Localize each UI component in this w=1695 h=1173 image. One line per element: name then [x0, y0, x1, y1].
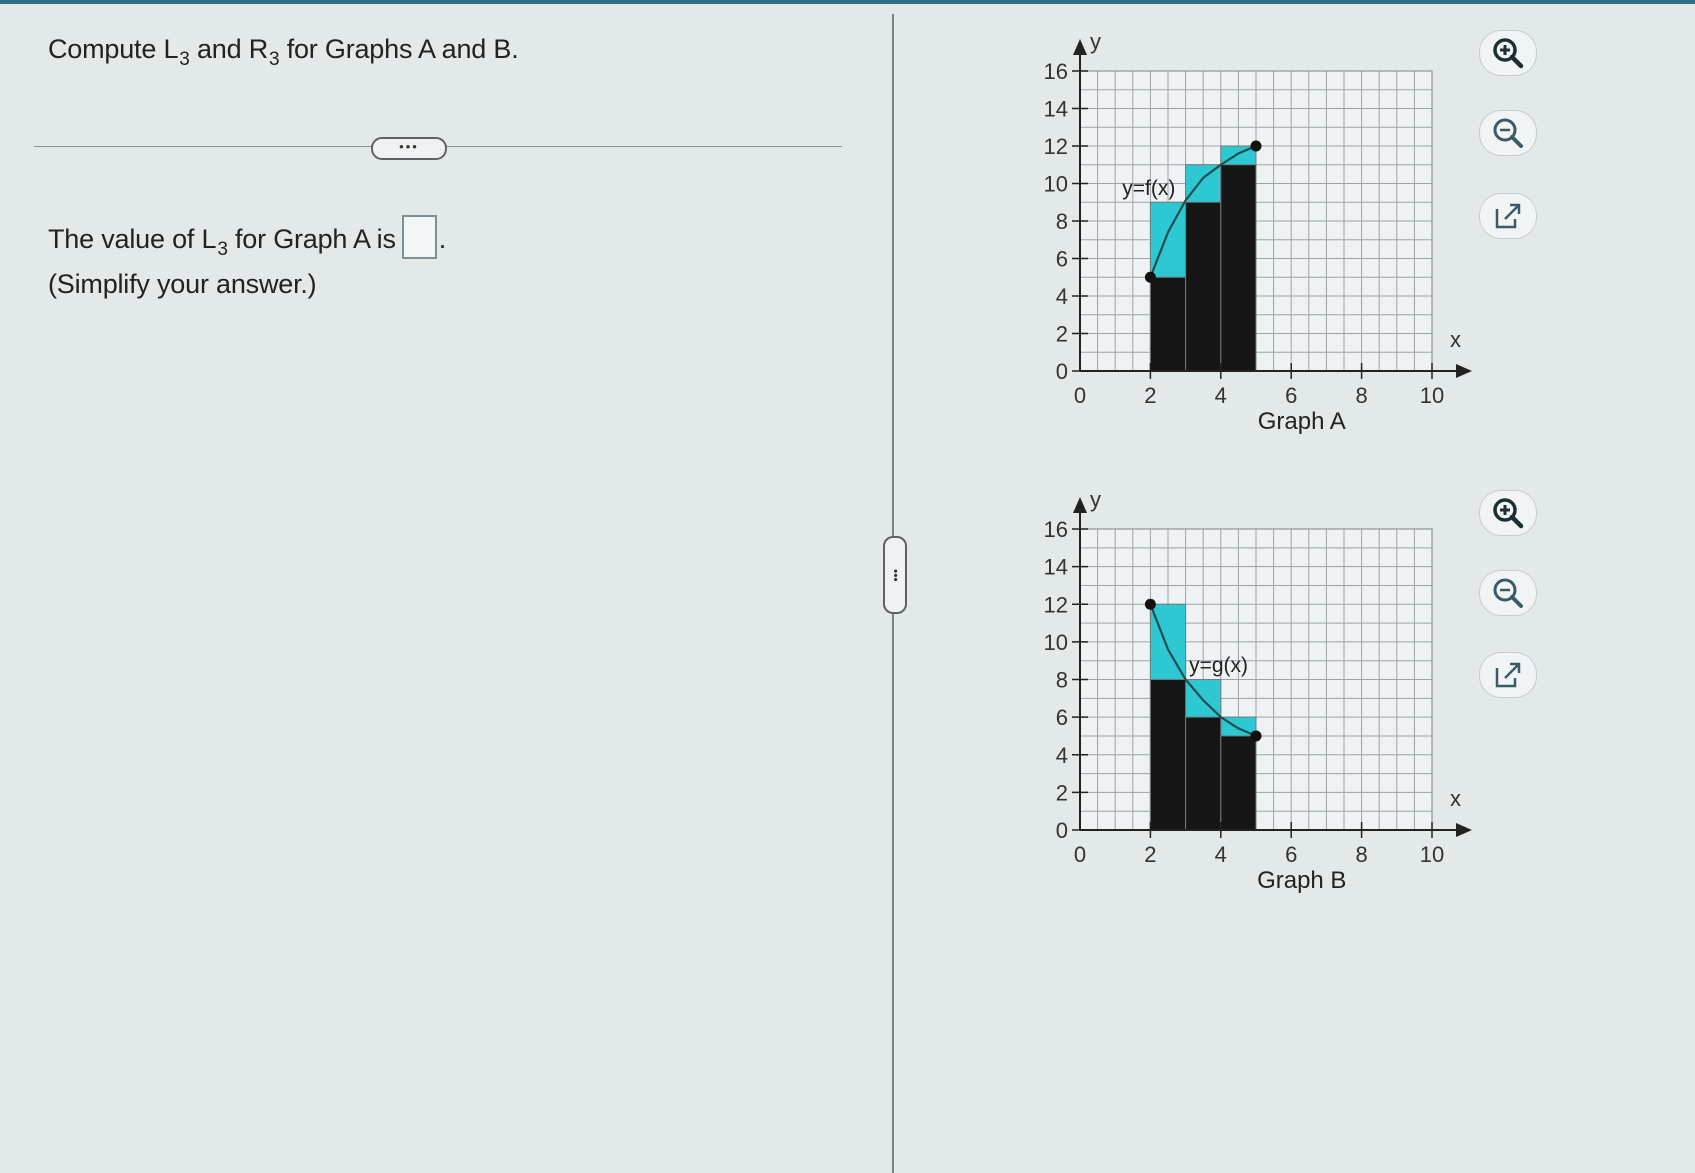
y-tick-label: 14: [1044, 555, 1068, 580]
right-sum-rect: [1220, 735, 1257, 831]
prompt-suffix: for Graph A is: [227, 224, 396, 255]
question-pane: Compute L3 and R3 for Graphs A and B. ••…: [0, 4, 893, 1173]
pane-resize-handle[interactable]: •••: [883, 536, 907, 614]
graph-title: Graph A: [1258, 408, 1346, 435]
question-middle: and R: [189, 34, 269, 64]
y-tick-label: 2: [1056, 322, 1068, 347]
show-more-button[interactable]: •••: [371, 137, 447, 160]
question-prefix: Compute L: [48, 34, 179, 64]
y-tick-label: 0: [1056, 359, 1068, 384]
y-axis-label: y: [1090, 29, 1101, 54]
x-axis-label: x: [1450, 786, 1461, 811]
x-tick-label: 10: [1420, 383, 1444, 408]
x-tick-label: 4: [1215, 842, 1227, 867]
right-sum-rect: [1185, 716, 1222, 831]
simplify-hint: (Simplify your answer.): [48, 269, 317, 299]
x-tick-label: 0: [1074, 842, 1086, 867]
x-tick-label: 10: [1420, 842, 1444, 867]
y-tick-label: 10: [1044, 630, 1068, 655]
endpoint-dot: [1250, 140, 1262, 152]
y-axis-arrow: [1073, 497, 1087, 513]
x-tick-label: 2: [1144, 383, 1156, 408]
curve-line: [1149, 144, 1257, 278]
x-tick-label: 6: [1285, 383, 1297, 408]
x-axis-arrow: [1456, 364, 1472, 378]
popout-icon: [1495, 662, 1521, 688]
zoom-in-icon: [1493, 498, 1524, 529]
question-l-subscript: 3: [179, 49, 190, 70]
question-r-subscript: 3: [269, 49, 280, 70]
left-sum-rect: [1149, 276, 1187, 372]
x-tick-label: 2: [1144, 842, 1156, 867]
y-tick-label: 14: [1044, 97, 1068, 122]
graph-a: x y 0 2 4 6 8 10 12 14 16 0 2 4 6 8 10 y=f(x) Graph A: [1044, 29, 1472, 435]
zoom-in-button-b[interactable]: [1479, 490, 1537, 536]
x-tick-label: 0: [1074, 383, 1086, 408]
right-sum-rect: [1149, 679, 1187, 831]
y-tick-label: 6: [1056, 705, 1068, 730]
y-tick-label: 6: [1056, 247, 1068, 272]
curve-label: y=g(x): [1189, 654, 1248, 677]
zoom-out-button-a[interactable]: [1479, 110, 1537, 156]
y-tick-label: 12: [1044, 592, 1068, 617]
y-tick-label: 10: [1044, 172, 1068, 197]
x-axis-label: x: [1450, 327, 1461, 352]
y-axis-arrow: [1073, 39, 1087, 55]
popout-icon: [1495, 203, 1521, 229]
question-suffix: for Graphs A and B.: [279, 34, 519, 64]
y-tick-label: 16: [1044, 59, 1068, 84]
y-tick-label: 12: [1044, 134, 1068, 159]
y-axis-label: y: [1090, 487, 1101, 512]
popout-button-b[interactable]: [1479, 652, 1537, 698]
y-tick-label: 0: [1056, 818, 1068, 843]
zoom-out-button-b[interactable]: [1479, 570, 1537, 616]
y-tick-label: 4: [1056, 743, 1068, 768]
popout-button-a[interactable]: [1479, 193, 1537, 239]
answer-prompt: The value of L3 for Graph A is.: [48, 215, 447, 263]
zoom-in-icon: [1493, 38, 1524, 69]
y-tick-label: 2: [1056, 780, 1068, 805]
curve-label: y=f(x): [1122, 177, 1175, 200]
x-axis-arrow: [1456, 823, 1472, 837]
zoom-out-icon: [1493, 578, 1523, 608]
prompt-subscript: 3: [217, 239, 228, 261]
endpoint-dot: [1144, 598, 1156, 610]
endpoint-dot: [1250, 730, 1262, 742]
zoom-in-button-a[interactable]: [1479, 30, 1537, 76]
top-accent-bar: [0, 0, 1695, 4]
x-tick-label: 6: [1285, 842, 1297, 867]
left-sum-rect: [1185, 201, 1222, 372]
x-tick-label: 4: [1215, 383, 1227, 408]
left-sum-rect: [1220, 164, 1257, 372]
y-tick-label: 8: [1056, 668, 1068, 693]
y-tick-label: 16: [1044, 517, 1068, 542]
curve-line: [1149, 603, 1257, 737]
zoom-out-icon: [1493, 118, 1523, 148]
y-tick-label: 8: [1056, 209, 1068, 234]
answer-input-box[interactable]: [401, 215, 437, 259]
x-tick-label: 8: [1355, 842, 1367, 867]
graph-b: x y 0 2 4 6 8 10 12 14 16 0 2 4 6 8 10 y=g(x) Graph B: [1044, 487, 1472, 894]
prompt-period: .: [438, 224, 447, 255]
prompt-prefix: The value of L: [48, 224, 217, 255]
question-text: Compute L3 and R3 for Graphs A and B.: [48, 34, 519, 70]
graph-title: Graph B: [1257, 867, 1346, 894]
x-tick-label: 8: [1355, 383, 1367, 408]
endpoint-dot: [1144, 271, 1156, 283]
y-tick-label: 4: [1056, 284, 1068, 309]
